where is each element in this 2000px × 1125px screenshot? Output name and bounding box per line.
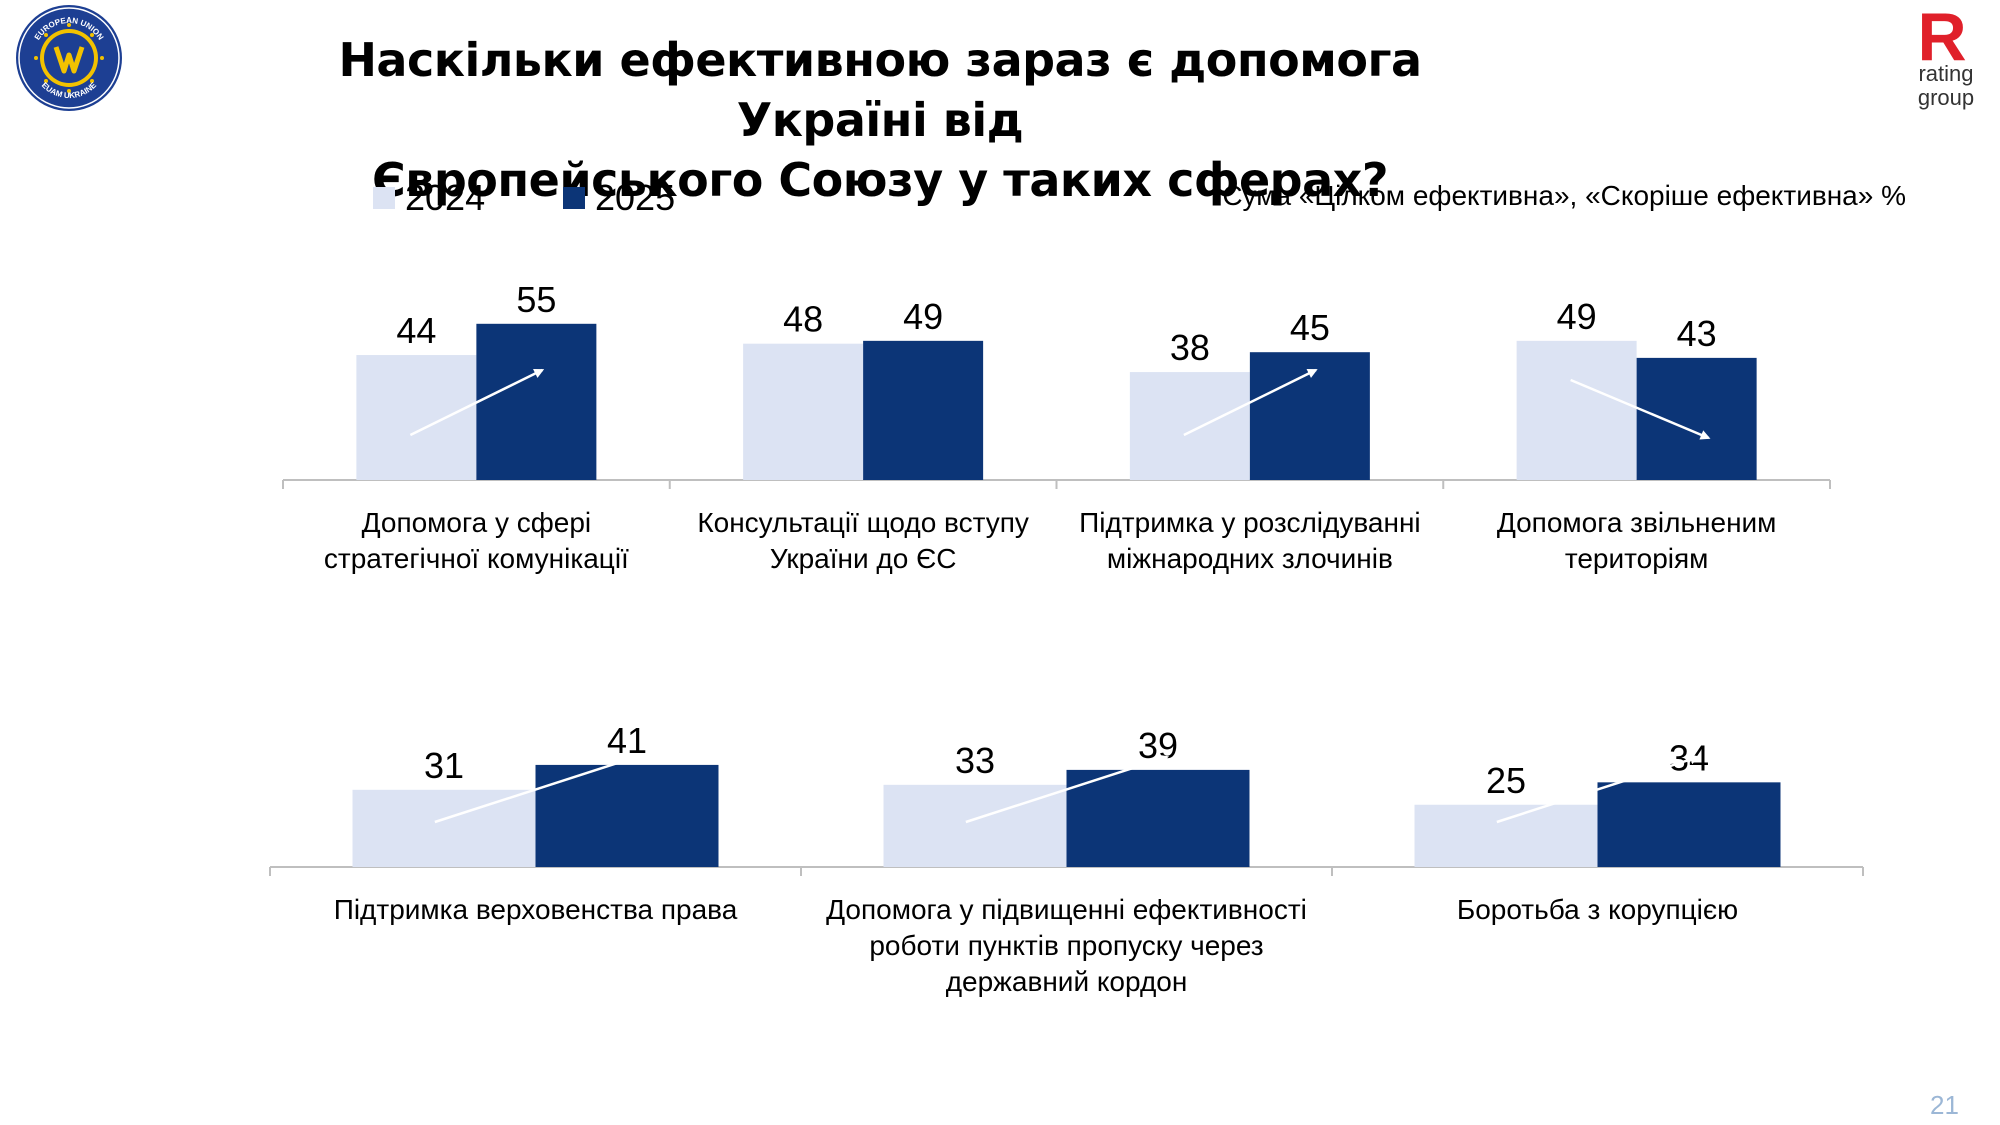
data-label-2024: 44 [396,310,436,351]
bar-2025 [1249,352,1370,480]
category-label: роботи пунктів пропуску через [869,930,1263,961]
legend-item-2024: 2024 [373,176,485,220]
page-title: Наскільки ефективною зараз є допомога Ук… [300,30,1460,210]
legend-label-2025: 2025 [595,177,676,218]
data-label-2024: 38 [1170,327,1210,368]
legend-swatch-2025 [563,187,585,209]
category-label: Допомога у підвищенні ефективності [826,894,1307,925]
bar-2024 [1414,804,1598,867]
trend-up-arrow [1496,754,1701,824]
logo-line2: group [1918,85,1974,110]
logo-letter: R [1917,4,1966,75]
euam-logo: EUROPEAN UNION EUAM UKRAINE [14,3,124,113]
category-label: Підтримка у розслідуванні [1079,507,1421,538]
data-label-2024: 25 [1486,760,1526,801]
bar-2024 [1129,372,1250,480]
category-label: міжнародних злочинів [1107,543,1393,574]
bar-2024 [1516,340,1637,480]
trend-up-arrow [434,754,639,824]
category-label: Боротьба з корупцією [1457,894,1738,925]
category-label: стратегічної комунікації [324,543,629,574]
data-label-2025: 43 [1677,313,1717,354]
title-line-1: Наскільки ефективною зараз є допомога Ук… [338,33,1422,147]
chart-subtitle: Сума «Цілком ефективна», «Скоріше ефекти… [1222,180,1906,211]
category-label: державний кордон [946,966,1188,997]
bar-2024 [352,789,536,867]
page-number: 21 [1930,1090,1959,1120]
trend-up-arrow [1183,368,1318,437]
data-label-2025: 41 [607,720,647,761]
trend-up-arrow [409,368,545,437]
category-label: Допомога у сфері [362,507,592,538]
bar-2024 [743,343,864,480]
data-label-2024: 48 [783,299,823,340]
data-label-2025: 45 [1290,307,1330,348]
rating-group-logo: R rating group [1905,0,1987,114]
legend-item-2025: 2025 [563,176,675,220]
bar-2025 [476,323,597,480]
bar-2025 [1636,357,1757,480]
trend-up-arrow [965,754,1170,824]
bar-2025 [1597,782,1781,867]
title-line-2: Європейського Союзу у таких сферах? [371,153,1389,207]
data-label-2024: 49 [1557,296,1597,337]
category-label: Підтримка верховенства права [334,894,738,925]
data-label-2025: 55 [516,279,556,320]
bar-2025 [863,340,984,480]
legend-swatch-2024 [373,187,395,209]
category-label: України до ЄС [770,543,957,574]
legend-label-2024: 2024 [405,177,486,218]
bar-2024 [356,355,477,480]
category-label: територіям [1565,543,1709,574]
category-label: Консультації щодо вступу [697,507,1029,538]
data-label-2025: 34 [1669,737,1709,778]
bar-2025 [535,764,719,867]
logo-line1: rating [1918,61,1973,86]
data-label-2025: 49 [903,296,943,337]
data-label-2024: 31 [424,745,464,786]
data-label-2024: 33 [955,740,995,781]
category-label: Допомога звільненим [1497,507,1777,538]
trend-down-arrow [1570,378,1711,440]
bar-2025 [1066,769,1250,867]
